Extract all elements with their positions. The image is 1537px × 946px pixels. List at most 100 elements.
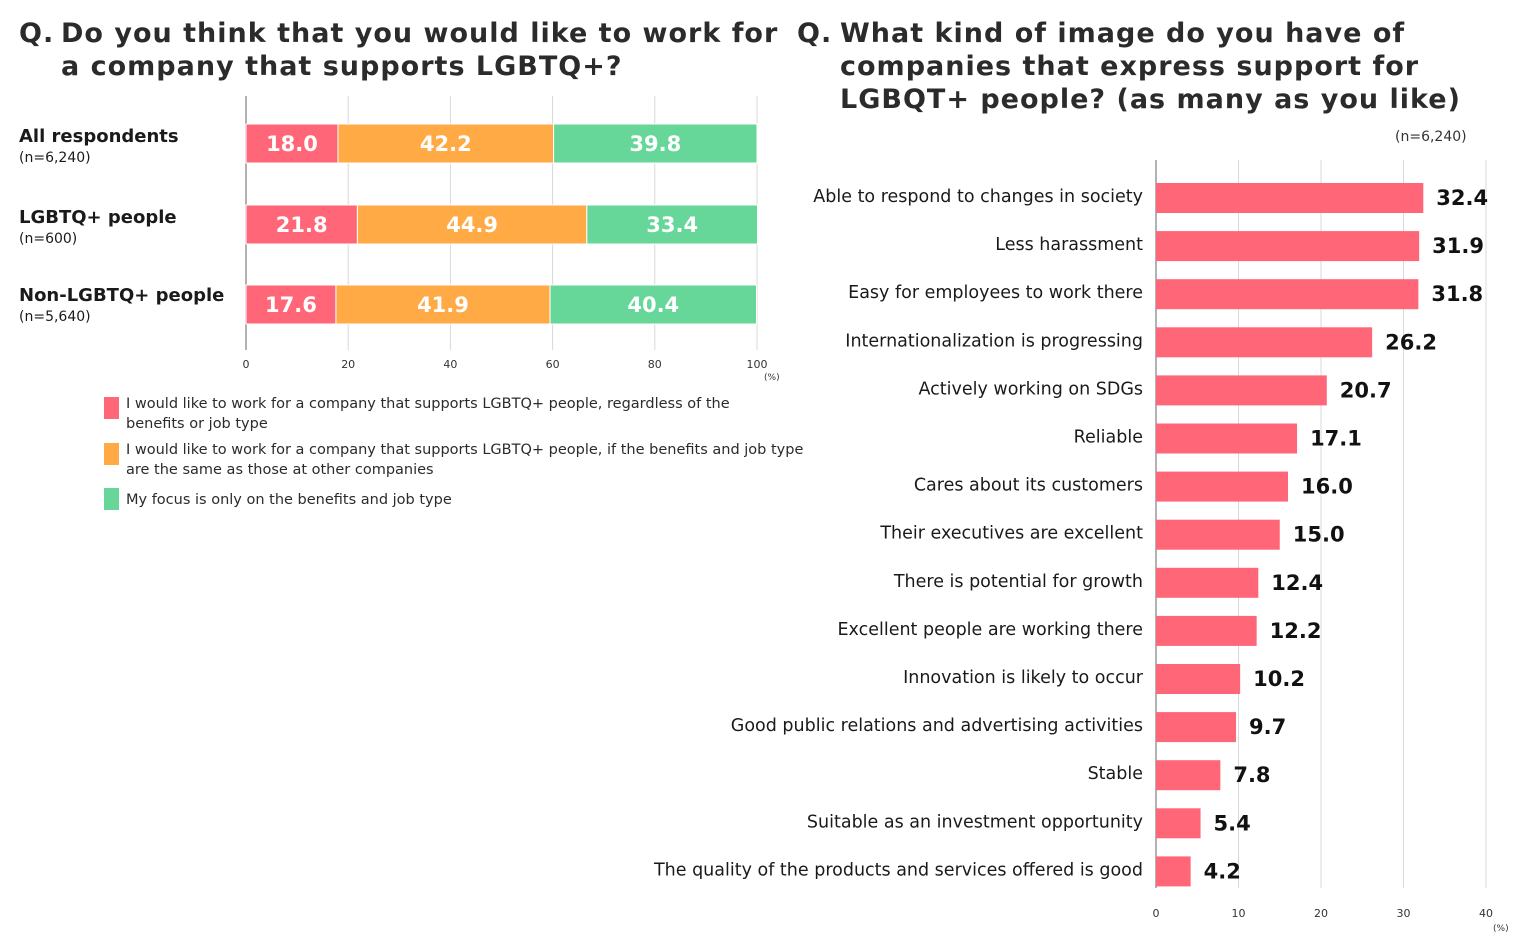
stacked-bar-chart: 0 20 40 60 80 100 (%) 18.0 42.2 39.8 21.8 44.9 33.4 1… — [243, 96, 780, 383]
bar — [1156, 471, 1288, 502]
stacked-bar-segment — [245, 204, 358, 245]
x-axis-unit: (%) — [764, 373, 780, 383]
x-tick-label: 20 — [341, 358, 355, 371]
legend-swatch-3 — [104, 488, 119, 510]
row-label-all: All respondents (n=6,240) — [19, 126, 179, 166]
segment-value-label: 18.0 — [266, 132, 318, 156]
stacked-bar-segment — [553, 123, 758, 164]
horizontal-bar-chart: 0 10 20 30 40(%)Able to respond to changes i… — [653, 160, 1509, 934]
right-title-line-2: companies that express support for — [840, 50, 1420, 82]
x-tick-label: 100 — [747, 358, 768, 371]
category-label: Their executives are excellent — [879, 524, 1143, 544]
category-label: Cares about its customers — [914, 476, 1143, 496]
category-label: There is potential for growth — [893, 572, 1143, 592]
x-tick-label: 30 — [1397, 907, 1411, 920]
row-label-non-lgbtq: Non-LGBTQ+ people (n=5,640) — [19, 285, 224, 325]
x-tick-label: 0 — [1153, 907, 1160, 920]
bar-value-label: 26.2 — [1385, 330, 1437, 354]
right-sample-size: (n=6,240) — [1395, 129, 1467, 145]
bar — [1156, 856, 1191, 887]
left-title-q: Q. — [19, 18, 55, 49]
bar — [1156, 183, 1424, 213]
left-legend: I would like to work for a company that … — [104, 394, 816, 516]
row-n-lgbtq: (n=600) — [19, 231, 78, 247]
left-title-line-2: a company that supports LGBTQ+? — [61, 50, 623, 82]
x-tick-label: 80 — [648, 358, 662, 371]
bar-value-label: 10.2 — [1253, 667, 1305, 691]
bar-value-label: 17.1 — [1310, 427, 1362, 451]
legend-label-3: My focus is only on the benefits and job… — [126, 492, 452, 508]
x-tick-label: 40 — [1479, 907, 1493, 920]
bar — [1156, 615, 1257, 646]
category-label: Excellent people are working there — [837, 620, 1143, 640]
bar — [1156, 423, 1298, 454]
category-label: Able to respond to changes in society — [813, 187, 1143, 207]
category-label: Easy for employees to work there — [848, 283, 1143, 303]
legend-swatch-2 — [104, 443, 119, 465]
segment-value-label: 42.2 — [420, 132, 472, 156]
segment-value-label: 21.8 — [276, 213, 328, 237]
bar — [1156, 664, 1241, 694]
bar — [1156, 808, 1201, 839]
x-tick-label: 0 — [243, 358, 250, 371]
stacked-bar-segment — [549, 284, 757, 325]
legend-item-3: My focus is only on the benefits and job… — [104, 488, 816, 510]
bar — [1156, 375, 1327, 406]
right-chart-title: Q. What kind of image do you have of com… — [797, 18, 1461, 117]
row-label-lgbtq: LGBTQ+ people (n=600) — [19, 207, 177, 247]
bar-value-label: 31.8 — [1431, 282, 1483, 306]
stacked-bar-segment — [245, 123, 339, 164]
segment-value-label: 39.8 — [629, 132, 681, 156]
bar-value-label: 12.2 — [1270, 619, 1322, 643]
bar-value-label: 12.4 — [1271, 571, 1323, 595]
stacked-bar-segment — [245, 284, 337, 325]
left-chart-title: Q. Do you think that you would like to w… — [19, 18, 778, 84]
bar — [1156, 327, 1373, 358]
x-tick-label: 10 — [1232, 907, 1246, 920]
segment-value-label: 33.4 — [646, 213, 698, 237]
legend-label-1: I would like to work for a company that … — [126, 396, 730, 432]
category-label: Internationalization is progressing — [845, 331, 1143, 351]
segment-value-label: 40.4 — [627, 293, 679, 317]
right-title-q: Q. — [797, 18, 833, 49]
bar-value-label: 32.4 — [1436, 186, 1488, 210]
bar — [1156, 760, 1221, 791]
row-n-non-lgbtq: (n=5,640) — [19, 309, 91, 325]
x-tick-label: 40 — [443, 358, 457, 371]
bar — [1156, 279, 1419, 310]
bar — [1156, 567, 1259, 598]
bar-value-label: 5.4 — [1214, 811, 1251, 835]
row-name-non-lgbtq: Non-LGBTQ+ people — [19, 285, 225, 306]
x-tick-label: 20 — [1314, 907, 1328, 920]
bar-value-label: 20.7 — [1340, 378, 1392, 402]
category-label: The quality of the products and services… — [653, 860, 1143, 880]
category-label: Less harassment — [995, 235, 1143, 255]
segment-value-label: 41.9 — [417, 293, 469, 317]
row-name-lgbtq: LGBTQ+ people — [19, 207, 177, 228]
bar — [1156, 519, 1280, 550]
bar — [1156, 231, 1420, 262]
stacked-bar-segment — [356, 204, 588, 245]
bar — [1156, 712, 1237, 743]
right-title-line-1: What kind of image do you have of — [840, 18, 1406, 49]
legend-item-2: I would like to work for a company that … — [104, 440, 816, 480]
legend-item-1: I would like to work for a company that … — [104, 394, 816, 434]
category-label: Innovation is likely to occur — [903, 668, 1144, 688]
bar-value-label: 7.8 — [1233, 763, 1270, 787]
bar-value-label: 4.2 — [1204, 859, 1241, 883]
category-label: Actively working on SDGs — [918, 379, 1143, 399]
x-axis-unit: (%) — [1493, 924, 1509, 934]
row-n-all: (n=6,240) — [19, 150, 91, 166]
category-label: Suitable as an investment opportunity — [807, 812, 1143, 832]
bar-value-label: 31.9 — [1432, 234, 1484, 258]
category-label: Stable — [1088, 764, 1143, 784]
stacked-bar-segment — [586, 204, 759, 245]
category-label: Good public relations and advertising ac… — [731, 716, 1143, 736]
category-label: Reliable — [1074, 428, 1143, 448]
stacked-bar-segment — [335, 284, 551, 325]
segment-value-label: 44.9 — [446, 213, 498, 237]
right-title-line-3: LGBQT+ people? (as many as you like) — [840, 83, 1461, 115]
legend-swatch-1 — [104, 397, 119, 419]
segment-value-label: 17.6 — [265, 293, 317, 317]
bar-value-label: 16.0 — [1301, 475, 1353, 499]
